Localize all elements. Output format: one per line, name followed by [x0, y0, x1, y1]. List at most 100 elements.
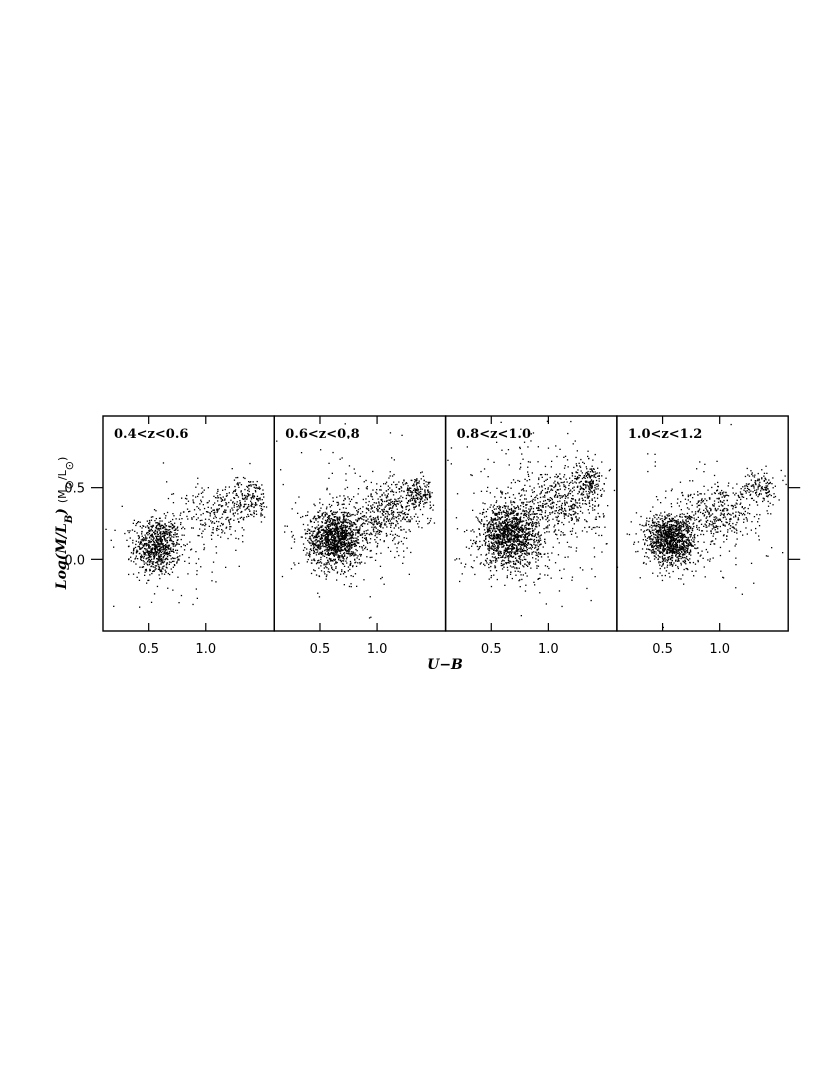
data-point: [580, 506, 582, 509]
data-point: [557, 512, 559, 514]
data-point: [547, 556, 549, 558]
data-point: [514, 481, 516, 484]
data-point: [489, 562, 491, 564]
data-point: [155, 525, 158, 527]
data-point: [335, 543, 337, 545]
data-point: [380, 524, 382, 526]
data-point: [513, 510, 515, 513]
data-point: [352, 551, 354, 553]
data-point: [182, 526, 184, 528]
data-point: [235, 493, 238, 495]
data-point: [502, 532, 504, 535]
data-point: [398, 527, 400, 529]
data-point: [155, 545, 157, 547]
data-point: [152, 535, 154, 538]
data-point: [129, 537, 131, 539]
data-point: [586, 531, 588, 533]
data-point: [360, 554, 362, 556]
data-point: [157, 545, 160, 548]
data-point: [260, 521, 263, 523]
data-point: [598, 504, 600, 506]
data-point: [322, 555, 324, 557]
data-point: [487, 529, 489, 531]
data-point: [570, 489, 572, 491]
data-point: [331, 517, 333, 520]
data-point: [259, 497, 261, 499]
data-point: [355, 532, 357, 534]
data-point: [158, 560, 160, 562]
data-point: [158, 558, 160, 560]
data-point: [375, 531, 377, 533]
data-point: [215, 516, 217, 519]
data-point: [181, 554, 184, 556]
data-point: [151, 572, 153, 575]
data-point: [505, 548, 507, 551]
data-point: [147, 534, 149, 536]
data-point: [325, 564, 327, 566]
data-point: [225, 503, 228, 505]
data-point: [214, 511, 216, 513]
data-point: [528, 562, 530, 564]
data-point: [176, 561, 178, 563]
data-point: [534, 547, 536, 549]
data-point: [513, 526, 515, 529]
data-point: [429, 504, 431, 506]
data-point: [319, 538, 322, 540]
data-point: [492, 542, 494, 544]
data-point: [499, 550, 501, 552]
data-point: [525, 514, 527, 516]
data-point: [227, 516, 229, 518]
data-point: [391, 489, 393, 491]
data-point: [501, 521, 504, 524]
data-point: [348, 531, 350, 534]
data-point: [162, 568, 164, 570]
data-point: [157, 539, 159, 541]
data-point: [559, 488, 561, 490]
data-point: [188, 556, 190, 559]
data-point: [159, 547, 161, 550]
data-point: [138, 537, 140, 540]
data-point: [167, 553, 170, 555]
data-point: [556, 519, 558, 521]
data-point: [502, 563, 504, 566]
data-point: [345, 519, 347, 521]
data-point: [389, 475, 391, 477]
data-point: [344, 549, 347, 552]
data-point: [307, 528, 309, 530]
data-point: [355, 545, 357, 547]
data-point: [335, 547, 337, 549]
data-point: [472, 543, 474, 545]
data-point: [338, 521, 340, 523]
data-point: [537, 497, 539, 500]
data-point: [328, 543, 330, 546]
data-point: [356, 519, 359, 521]
data-point: [414, 506, 416, 508]
data-point: [563, 481, 565, 483]
data-point: [324, 511, 326, 514]
data-point: [233, 506, 235, 508]
data-point: [341, 569, 343, 571]
data-point: [152, 525, 154, 527]
data-point: [510, 538, 512, 540]
data-point: [409, 487, 411, 489]
data-point: [371, 556, 373, 558]
data-point: [357, 532, 359, 534]
data-point: [408, 508, 411, 511]
data-point: [536, 516, 538, 518]
data-point: [113, 605, 115, 607]
data-point: [313, 546, 316, 548]
data-point: [602, 513, 604, 515]
data-point: [593, 476, 595, 478]
data-point: [393, 500, 396, 503]
data-point: [346, 535, 348, 537]
data-point: [347, 544, 349, 546]
data-point: [379, 539, 381, 541]
data-point: [486, 562, 488, 564]
data-point: [307, 554, 310, 556]
scatter-points: [276, 423, 447, 619]
data-point: [213, 509, 215, 511]
data-point: [335, 550, 337, 552]
data-point: [322, 533, 324, 535]
data-point: [216, 529, 218, 532]
data-point: [150, 565, 152, 568]
